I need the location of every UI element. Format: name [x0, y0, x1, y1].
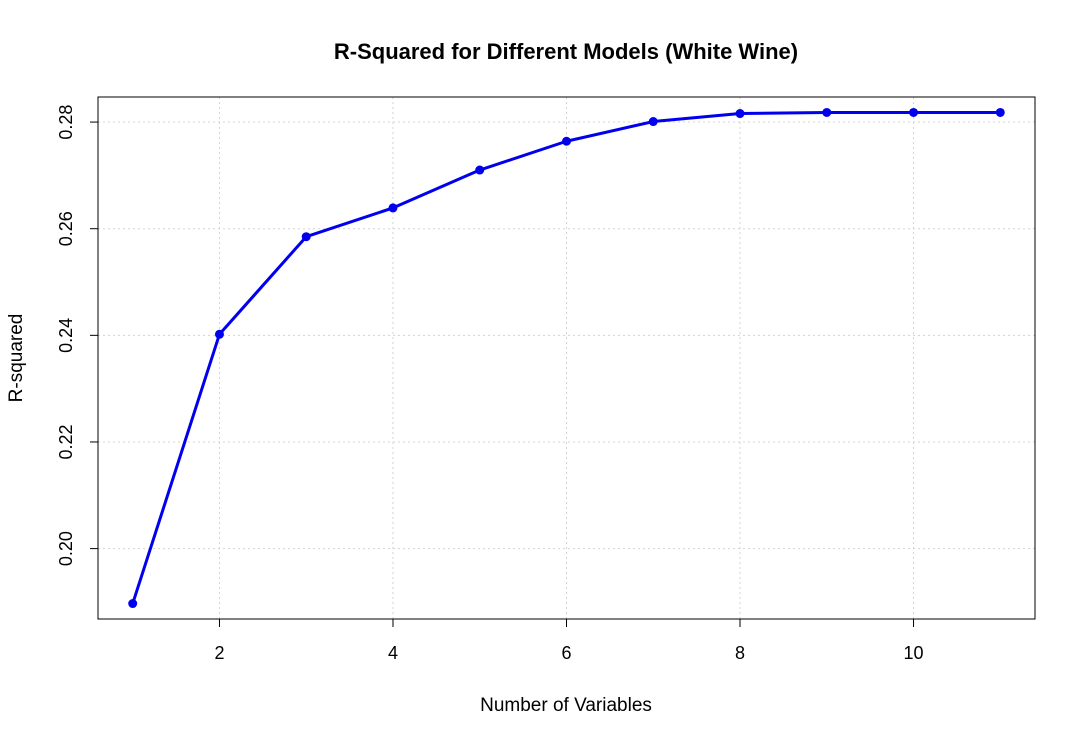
data-point: [301, 232, 311, 242]
data-point: [562, 136, 571, 146]
y-tick-label: 0.22: [56, 424, 76, 459]
x-tick-label: 10: [904, 643, 924, 663]
data-point: [648, 117, 658, 127]
series-layer: [128, 107, 1005, 609]
x-axis: 2 4 6 8 10: [214, 619, 924, 663]
data-point: [995, 107, 1005, 117]
chart-title: R-Squared for Different Models (White Wi…: [334, 39, 798, 64]
x-tick-label: 4: [388, 643, 398, 663]
y-tick-label: 0.20: [56, 531, 76, 566]
x-axis-label: Number of Variables: [480, 695, 652, 716]
y-tick-label: 0.28: [56, 105, 76, 140]
y-tick-label: 0.26: [56, 211, 76, 246]
data-point: [388, 203, 398, 213]
data-point: [822, 107, 832, 117]
data-point: [909, 107, 919, 117]
data-point: [214, 329, 224, 339]
data-point: [475, 165, 485, 175]
x-tick-label: 8: [735, 643, 745, 663]
y-axis: 0.20 0.22 0.24 0.26 0.28: [56, 105, 98, 566]
grid: [98, 97, 1035, 619]
data-point: [735, 109, 745, 119]
data-point: [128, 599, 138, 609]
y-axis-label: R-squared: [6, 314, 27, 403]
x-tick-label: 2: [214, 643, 224, 663]
y-tick-label: 0.24: [56, 318, 76, 353]
x-tick-label: 6: [561, 643, 571, 663]
